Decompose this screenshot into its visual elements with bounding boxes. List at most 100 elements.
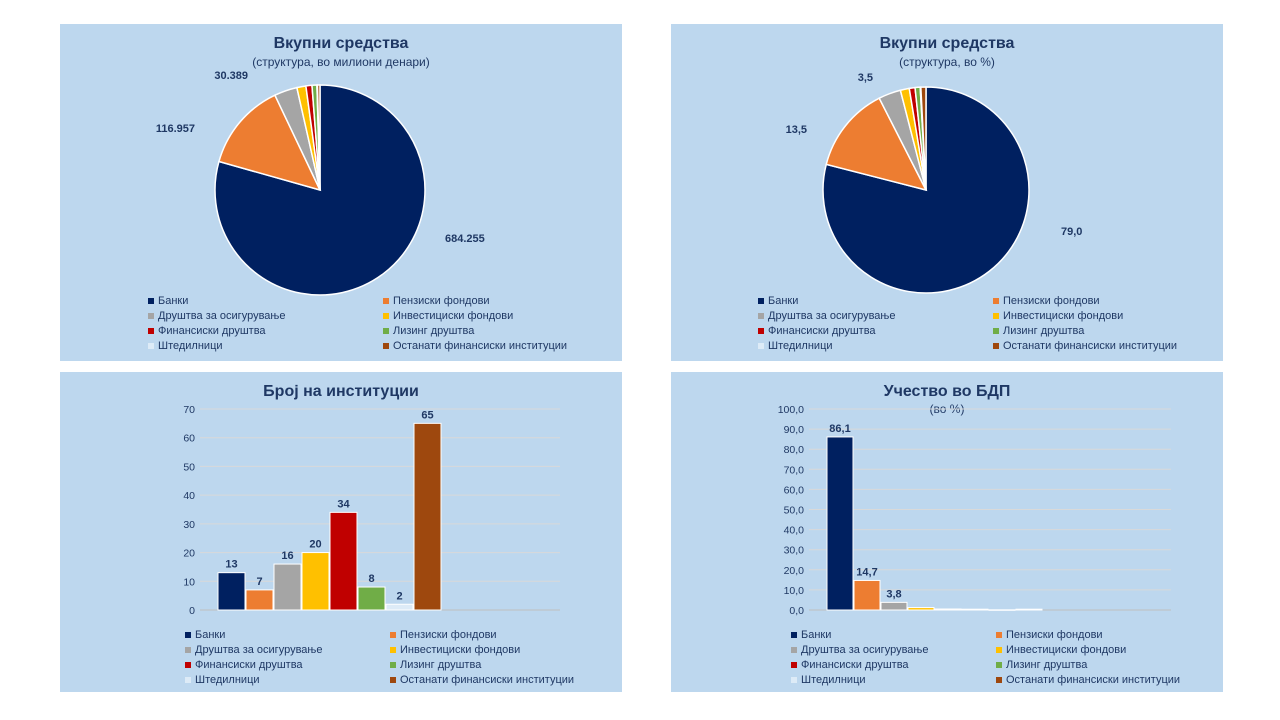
bar xyxy=(385,603,414,611)
legend-item: Финансиски друштва xyxy=(148,324,373,337)
y-tick-label: 30 xyxy=(183,519,195,531)
legend-swatch xyxy=(758,342,764,349)
legend-swatch xyxy=(185,661,191,668)
data-label: 79,0 xyxy=(1061,226,1082,238)
chart-legend: Банки Пензиски фондови Друштва за осигурув… xyxy=(791,628,1191,686)
y-tick-label: 30,0 xyxy=(784,545,805,557)
bar xyxy=(880,601,908,611)
bar xyxy=(934,608,962,611)
bar xyxy=(907,607,935,611)
legend-label: Инвестициски фондови xyxy=(393,309,514,322)
legend-label: Штедилници xyxy=(195,673,260,686)
legend-label: Пензиски фондови xyxy=(1006,628,1103,641)
legend-item: Финансиски друштва xyxy=(185,658,380,671)
legend-swatch xyxy=(383,342,389,349)
chart-panel-total-assets-millions: Вкупни средства (структура, во милиони д… xyxy=(60,24,622,361)
y-tick-label: 70,0 xyxy=(784,464,805,476)
legend-swatch xyxy=(383,327,389,334)
legend-label: Друштва за осигурување xyxy=(768,309,896,322)
y-tick-label: 20,0 xyxy=(784,565,805,577)
legend-label: Штедилници xyxy=(768,339,833,352)
legend-swatch xyxy=(148,312,154,319)
legend-swatch xyxy=(383,312,389,319)
y-tick-label: 40 xyxy=(183,490,195,502)
pie-slice xyxy=(316,84,321,191)
legend-label: Банки xyxy=(768,294,799,307)
data-label: 13 xyxy=(225,559,237,571)
legend-swatch xyxy=(185,676,191,683)
bar xyxy=(273,563,302,611)
y-tick-label: 60 xyxy=(183,433,195,445)
legend-swatch xyxy=(758,312,764,319)
legend-item: Друштва за осигурување xyxy=(185,643,380,656)
y-tick-label: 10 xyxy=(183,576,195,588)
legend-swatch xyxy=(148,297,154,304)
legend-swatch xyxy=(758,297,764,304)
legend-item: Лизинг друштва xyxy=(383,324,608,337)
legend-label: Лизинг друштва xyxy=(1006,658,1088,671)
y-tick-label: 50 xyxy=(183,461,195,473)
chart-legend: Банки Пензиски фондови Друштва за осигурув… xyxy=(185,628,585,686)
bar xyxy=(329,511,358,611)
legend-item: Инвестициски фондови xyxy=(996,643,1191,656)
legend-item: Друштва за осигурување xyxy=(758,309,983,322)
legend-label: Останати финансиски институции xyxy=(400,673,575,686)
legend-swatch xyxy=(791,631,797,638)
legend-label: Финансиски друштва xyxy=(801,658,909,671)
legend-label: Пензиски фондови xyxy=(1003,294,1100,307)
pie-chart-plot: 684.255 116.957 30.389 xyxy=(156,70,485,296)
legend-label: Финансиски друштва xyxy=(768,324,876,337)
legend-item: Банки xyxy=(185,628,380,641)
legend-item: Инвестициски фондови xyxy=(993,309,1218,322)
data-label: 65 xyxy=(421,409,433,421)
legend-item: Пензиски фондови xyxy=(383,294,608,307)
legend-swatch xyxy=(996,646,1002,653)
chart-panel-total-assets-percent: Вкупни средства (структура, во %) 79,0 13… xyxy=(671,24,1223,361)
legend-label: Лизинг друштва xyxy=(1003,324,1085,337)
legend-label: Штедилници xyxy=(158,339,223,352)
legend-swatch xyxy=(390,646,396,653)
legend-swatch xyxy=(185,631,191,638)
bar xyxy=(357,586,386,611)
legend-item: Друштва за осигурување xyxy=(148,309,373,322)
legend-swatch xyxy=(148,342,154,349)
y-tick-label: 60,0 xyxy=(784,484,805,496)
pie-slice xyxy=(825,97,928,192)
legend-swatch xyxy=(390,631,396,638)
bar-chart-plot: 0,0 10,0 20,0 30,0 40,0 50,0 60,0 70,0 80,0 90,0 1… xyxy=(778,404,1171,617)
chart-subtitle: (структура, во милиони денари) xyxy=(252,55,430,69)
legend-item: Останати финансиски институции xyxy=(390,673,585,686)
legend-swatch xyxy=(993,312,999,319)
legend-item: Штедилници xyxy=(791,673,986,686)
legend-item: Лизинг друштва xyxy=(996,658,1191,671)
chart-panel-share-of-gdp: Учество во БДП (во %) 0,0 10,0 20,0 30,0 40,… xyxy=(671,372,1223,692)
pie-slice xyxy=(822,86,1030,294)
legend-label: Финансиски друштва xyxy=(158,324,266,337)
y-tick-label: 50,0 xyxy=(784,505,805,517)
legend-swatch xyxy=(390,676,396,683)
legend-label: Друштва за осигурување xyxy=(158,309,286,322)
legend-swatch xyxy=(148,327,154,334)
legend-label: Финансиски друштва xyxy=(195,658,303,671)
legend-item: Останати финансиски институции xyxy=(993,339,1218,352)
legend-item: Инвестициски фондови xyxy=(390,643,585,656)
legend-item: Пензиски фондови xyxy=(390,628,585,641)
chart-title: Број на институции xyxy=(263,383,419,400)
legend-swatch xyxy=(758,327,764,334)
data-label: 20 xyxy=(309,539,321,551)
pie-chart-plot: 79,0 13,5 3,5 xyxy=(786,72,1082,294)
chart-legend: Банки Пензиски фондови Друштва за осигурув… xyxy=(148,294,608,352)
chart-title: Вкупни средства xyxy=(879,35,1015,52)
y-tick-label: 100,0 xyxy=(778,404,804,416)
legend-swatch xyxy=(791,676,797,683)
data-label: 3,8 xyxy=(886,588,901,600)
chart-panel-number-of-institutions: Број на институции 0 10 20 30 40 50 60 70 13 7 16 2… xyxy=(60,372,622,692)
chart-title: Учество во БДП xyxy=(883,383,1011,400)
legend-item: Пензиски фондови xyxy=(993,294,1218,307)
legend-label: Лизинг друштва xyxy=(400,658,482,671)
legend-label: Инвестициски фондови xyxy=(1003,309,1124,322)
legend-item: Штедилници xyxy=(758,339,983,352)
y-tick-label: 40,0 xyxy=(784,525,805,537)
legend-label: Друштва за осигурување xyxy=(195,643,323,656)
bar xyxy=(413,422,442,611)
